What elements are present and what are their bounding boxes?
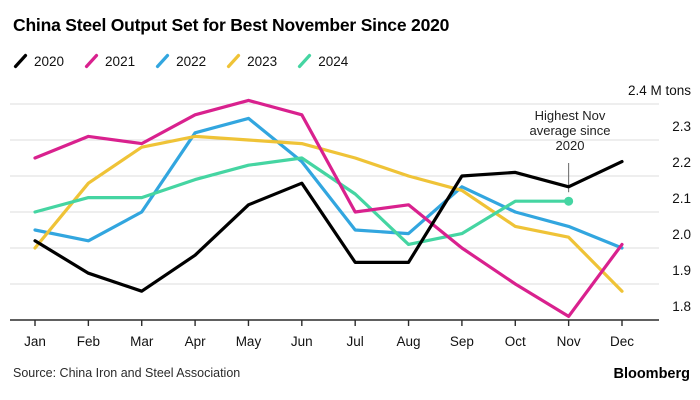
- y-axis-label: 1.9: [672, 263, 691, 278]
- y-axis-label: 2.3: [672, 119, 691, 134]
- line-swatch-icon: [298, 53, 312, 69]
- y-axis-label: 2.0: [672, 227, 691, 242]
- legend-item-2024: 2024: [297, 53, 348, 69]
- annotation-line: 2020: [555, 138, 585, 153]
- y-axis-label: 1.8: [672, 299, 691, 314]
- legend-label: 2020: [34, 53, 65, 69]
- x-axis-label: Oct: [505, 334, 526, 349]
- annotation-highest-nov: Highest Nov average since 2020: [505, 108, 635, 153]
- x-axis-label: Jul: [347, 334, 364, 349]
- annotation-line: Highest Nov: [534, 108, 606, 123]
- legend-label: 2023: [247, 53, 278, 69]
- legend-item-2022: 2022: [155, 53, 206, 69]
- line-swatch-icon: [13, 53, 28, 69]
- legend-label: 2021: [105, 53, 136, 69]
- y-axis-label: 2.1: [672, 191, 691, 206]
- x-axis-label: Feb: [77, 334, 100, 349]
- y-axis-label: 2.2: [672, 155, 691, 170]
- series-line-2021: [33, 98, 624, 318]
- legend-item-2023: 2023: [226, 53, 277, 69]
- line-swatch-icon: [84, 53, 99, 69]
- line-swatch-icon: [227, 53, 241, 69]
- x-axis-label: Dec: [610, 334, 634, 349]
- legend-item-2021: 2021: [84, 53, 135, 69]
- annotation-line: average since: [529, 123, 611, 138]
- x-axis-label: May: [236, 334, 262, 349]
- y-axis-label: 2.4 M tons: [628, 83, 691, 98]
- series-line-2020: [33, 160, 624, 293]
- line-swatch-icon: [155, 53, 170, 69]
- legend-label: 2024: [318, 53, 349, 69]
- series-line-2022: [33, 116, 624, 250]
- x-axis-label: Mar: [130, 334, 154, 349]
- page-title: China Steel Output Set for Best November…: [13, 15, 450, 35]
- source-note: Source: China Iron and Steel Association: [13, 366, 241, 380]
- legend: 2020 2021 2022 2023 2024: [13, 53, 368, 69]
- nov-average-dot: [564, 196, 574, 206]
- x-axis-label: Sep: [450, 334, 474, 349]
- series-line-2024: [33, 156, 571, 246]
- x-axis-label: Jan: [24, 334, 46, 349]
- x-axis-label: Aug: [397, 334, 421, 349]
- x-axis-label: Jun: [291, 334, 313, 349]
- x-axis-label: Apr: [185, 334, 207, 349]
- bloomberg-logo: Bloomberg: [613, 366, 690, 382]
- legend-label: 2022: [176, 53, 207, 69]
- x-axis-label: Nov: [557, 334, 581, 349]
- series-line-2023: [33, 134, 624, 293]
- legend-item-2020: 2020: [13, 53, 64, 69]
